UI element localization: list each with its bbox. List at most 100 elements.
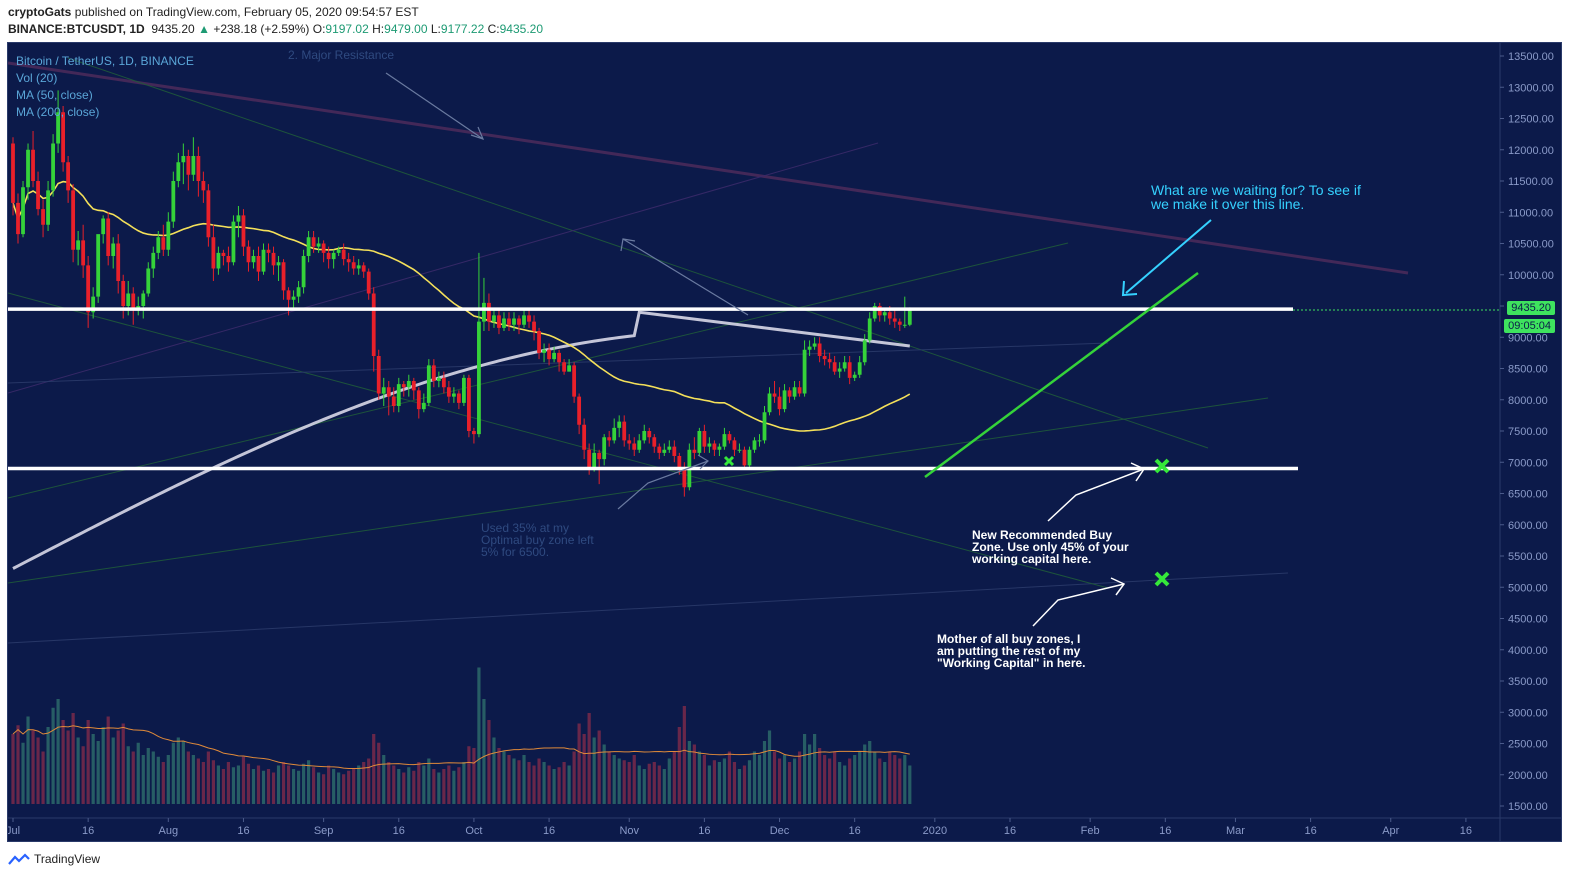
time-tick-label: 16 <box>1159 825 1171 837</box>
candle-body <box>156 237 161 253</box>
volume-bar <box>527 762 531 804</box>
volume-bar <box>507 755 511 804</box>
candle-body <box>507 318 511 325</box>
legend-ma200[interactable]: MA (200, close) <box>16 105 100 119</box>
time-tick-label: Nov <box>619 825 639 837</box>
volume-bar <box>21 742 25 804</box>
volume-bar <box>667 758 671 804</box>
candle-body <box>827 359 832 363</box>
volume-bar <box>392 765 396 804</box>
candle-body <box>246 246 251 263</box>
volume-bar <box>747 760 752 804</box>
legend-ma50[interactable]: MA (50, close) <box>16 88 93 102</box>
candle-body <box>196 156 201 181</box>
waiting-note: What are we waiting for? To see if we ma… <box>1151 182 1361 212</box>
legend-vol[interactable]: Vol (20) <box>16 71 58 85</box>
candle-body <box>356 265 361 269</box>
volume-bar <box>16 725 20 804</box>
candle-body <box>171 181 176 222</box>
candle-body <box>572 365 577 397</box>
candle-body <box>256 256 261 272</box>
candle-body <box>206 190 211 238</box>
volume-bar <box>777 758 782 804</box>
candle-body <box>467 377 471 431</box>
volume-bar <box>452 770 456 804</box>
candle-body <box>406 381 411 388</box>
volume-bar <box>241 756 246 804</box>
symbol-label: BINANCE:BTCUSDT, 1D <box>8 22 145 36</box>
volume-bar <box>71 713 75 804</box>
candle-body <box>236 215 241 222</box>
candle-body <box>832 362 837 372</box>
buy-zone-x-marker <box>723 455 735 467</box>
candle-body <box>211 237 216 269</box>
volume-bar <box>387 762 391 804</box>
time-tick-label: Feb <box>1081 825 1100 837</box>
volume-bar <box>502 751 506 804</box>
volume-bar <box>687 741 691 804</box>
change-value: +238.18 (+2.59%) <box>213 22 310 36</box>
candle-body <box>807 346 812 350</box>
candle-body <box>361 265 366 272</box>
volume-bar <box>742 765 747 804</box>
candle-body <box>462 377 466 403</box>
price-tick-label: 3000.00 <box>1508 707 1548 719</box>
volume-bar <box>552 769 556 804</box>
volume-bar <box>672 751 676 804</box>
tradingview-logo[interactable]: TradingView <box>8 852 100 866</box>
time-tick-label: 16 <box>698 825 710 837</box>
volume-bar <box>171 742 175 804</box>
price-tick-label: 11000.00 <box>1508 207 1553 219</box>
volume-bar <box>532 765 536 804</box>
open-value: 9197.02 <box>325 22 369 36</box>
candle-body <box>381 387 386 394</box>
decorative-trendline <box>8 292 1109 589</box>
candle-body <box>191 156 196 175</box>
candle-body <box>752 440 757 450</box>
candle-body <box>547 349 551 360</box>
candle-body <box>697 431 702 453</box>
candle-body <box>772 393 777 397</box>
volume-bar <box>141 755 145 804</box>
candle-body <box>76 240 81 250</box>
volume-bar <box>657 765 661 804</box>
candle-body <box>727 434 732 441</box>
cyan-arrow-head <box>1121 280 1138 297</box>
volume-bar <box>752 751 757 804</box>
open-label: O: <box>312 22 326 36</box>
volume-bar <box>46 727 50 804</box>
volume-bar <box>342 774 346 804</box>
candle-body <box>552 352 556 360</box>
price-tick-label: 5500.00 <box>1508 551 1548 563</box>
candle-body <box>747 449 752 466</box>
candle-body <box>517 318 521 325</box>
candle-body <box>41 209 45 225</box>
candle-body <box>396 384 401 406</box>
volume-bar <box>407 767 411 804</box>
chart-area[interactable]: 13500.00 13000.00 12500.00 12000.00 11500.00… <box>7 42 1562 842</box>
candle-body <box>26 149 30 188</box>
chart-svg[interactable]: 13500.00 13000.00 12500.00 12000.00 11500.00… <box>8 43 1562 842</box>
candle-body <box>141 293 146 306</box>
candle-body <box>376 356 381 394</box>
price-tick-label: 2000.00 <box>1508 770 1548 782</box>
volume-bar <box>637 765 641 804</box>
volume-bar <box>567 765 571 804</box>
candle-body <box>131 293 136 310</box>
volume-bar <box>903 755 907 804</box>
volume-bar <box>607 751 611 804</box>
candle-body <box>792 387 797 397</box>
time-tick-label: 16 <box>1004 825 1016 837</box>
publication-line: cryptoGats published on TradingView.com,… <box>8 5 419 19</box>
volume-bar <box>838 762 842 804</box>
candle-body <box>411 381 416 391</box>
volume-bar <box>261 770 266 804</box>
volume-bar <box>156 756 160 804</box>
candle-body <box>226 256 231 263</box>
volume-bar <box>286 765 291 804</box>
candle-body <box>31 149 35 181</box>
legend-title[interactable]: Bitcoin / TetherUS, 1D, BINANCE <box>16 54 194 68</box>
volume-bar <box>767 730 772 804</box>
candle-body <box>371 293 376 356</box>
last-price: 9435.20 <box>151 22 195 36</box>
